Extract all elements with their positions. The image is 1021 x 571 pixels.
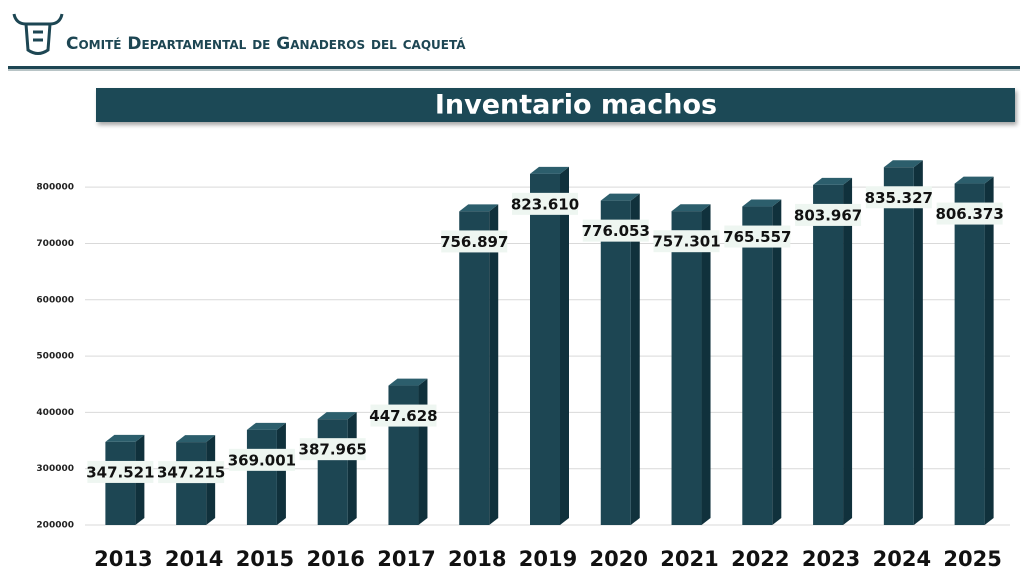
bar-top [459,204,499,212]
bar [954,183,985,525]
bar-side [347,412,357,525]
x-tick-label: 2020 [590,547,648,571]
bar-side [984,176,994,525]
y-tick-label: 300000 [36,464,74,474]
y-tick-label: 500000 [36,352,74,362]
x-tick-label: 2019 [519,547,577,571]
bar-top [105,434,145,442]
value-label: 347.521 [86,463,154,481]
value-label: 447.628 [369,407,437,425]
bar [883,167,914,525]
y-tick-label: 200000 [36,521,74,531]
value-label: 806.373 [935,205,1003,223]
x-tick-label: 2024 [873,547,931,571]
x-tick-label: 2021 [660,547,718,571]
y-tick-label: 400000 [36,408,74,418]
bar-top [530,166,569,174]
y-tick-label: 800000 [36,183,74,193]
bar-top [813,177,853,185]
bar-side [701,204,711,526]
bar-top [176,435,216,443]
bar-top [388,378,428,386]
value-label: 765.557 [723,228,791,246]
x-tick-label: 2017 [377,547,435,571]
value-label: 387.965 [299,441,367,459]
value-label-box [158,461,225,484]
bar [530,173,560,525]
value-label-box [512,192,578,215]
bar-side [489,204,499,526]
bar-side [418,378,428,525]
bar-top [671,204,711,212]
value-label-box [795,203,862,226]
value-label: 757.301 [652,233,720,251]
bar-top [246,422,286,430]
value-label-box [936,202,1003,225]
bar [105,441,136,525]
bar [246,429,277,525]
value-label: 347.215 [157,464,225,482]
bar [671,211,702,526]
x-tick-label: 2013 [94,547,152,571]
bar [742,206,773,525]
x-tick-label: 2025 [943,547,1001,571]
bar-top [883,160,923,168]
x-tick-label: 2015 [236,547,294,571]
x-tick-label: 2014 [165,547,223,571]
bar-side [843,177,853,526]
title-banner [96,88,1015,122]
bar-side [630,193,640,525]
y-tick-label: 700000 [36,239,74,249]
bar-top [742,199,782,207]
value-label-box [441,230,508,253]
bar [600,200,631,525]
bar-top [954,176,994,184]
value-label: 776.053 [582,222,650,240]
value-label: 369.001 [228,451,296,469]
bar-top [600,193,640,201]
x-tick-label: 2018 [448,547,506,571]
value-label-box [865,186,932,209]
bar [176,442,207,525]
x-tick-label: 2023 [802,547,860,571]
bar [317,419,348,525]
value-label-box [653,230,720,253]
bar [813,184,844,526]
x-tick-label: 2016 [306,547,364,571]
x-tick-label: 2022 [731,547,789,571]
value-label: 756.897 [440,233,508,251]
header-rule-shadow [8,69,1020,71]
logo [12,13,64,55]
chart-title: Inventario machos [435,90,717,121]
value-label-box [370,404,437,427]
value-label-box [724,225,791,248]
bar-side [560,166,569,525]
header-rule [8,66,1020,69]
value-label-box [228,448,295,471]
value-label-box [87,460,154,483]
organization-name: Comité Departamental de Ganaderos del ca… [66,34,466,54]
value-label-box [582,219,649,242]
value-label: 803.967 [794,206,862,224]
bar-top [317,412,357,420]
y-tick-label: 600000 [36,295,74,305]
value-label-box [299,438,366,461]
bar [459,211,490,526]
bar-side [276,422,286,525]
value-label: 823.610 [511,195,579,213]
bar-side [772,199,782,525]
bar-side [913,160,923,525]
value-label: 835.327 [865,189,933,207]
